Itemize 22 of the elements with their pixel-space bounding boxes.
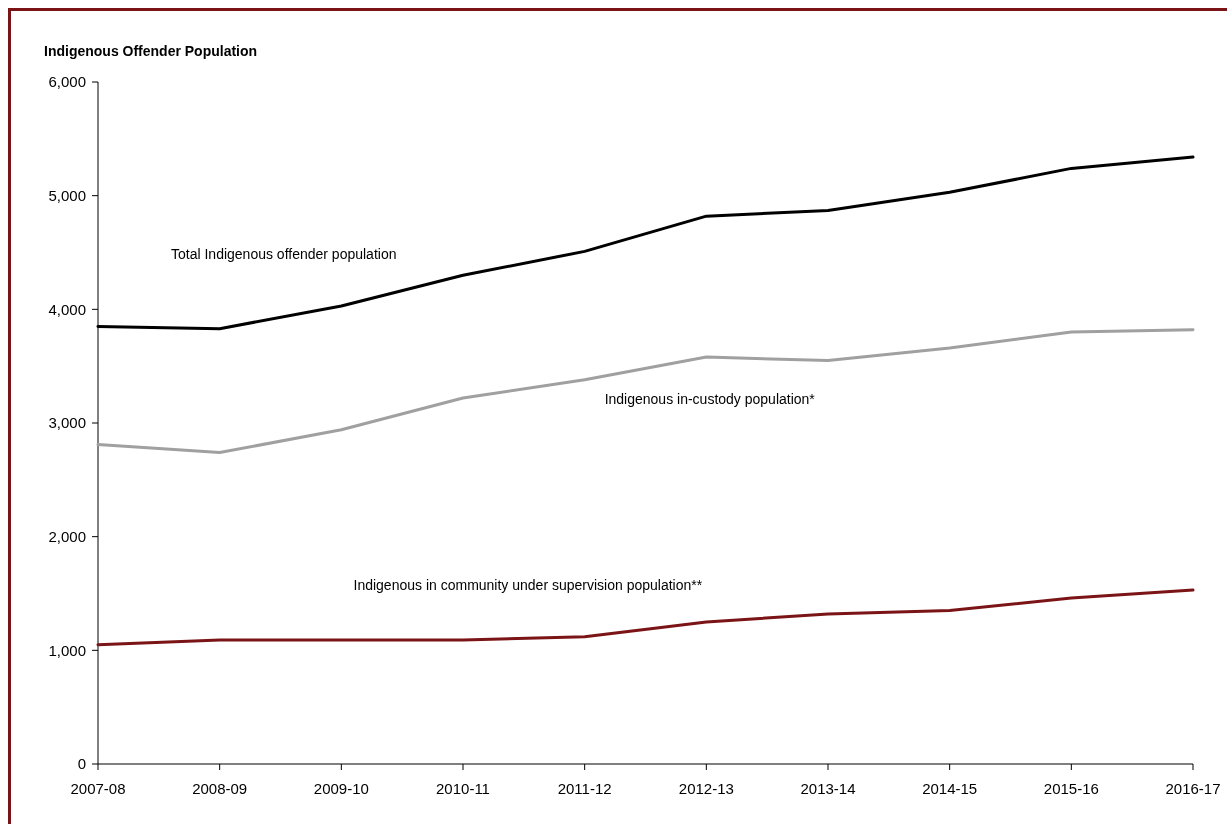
x-tick-label: 2008-09	[192, 780, 248, 797]
x-tick-label: 2007-08	[70, 780, 126, 797]
y-tick-label: 4,000	[48, 300, 86, 318]
y-tick-label: 2,000	[48, 527, 86, 545]
y-tick-label: 0	[77, 755, 86, 773]
y-tick-label: 1,000	[48, 641, 86, 659]
x-tick-label: 2013-14	[800, 780, 856, 797]
x-tick-label: 2015-16	[1043, 780, 1099, 797]
series-label: Indigenous in-custody population*	[604, 390, 816, 407]
x-tick-label: 2009-10	[313, 780, 369, 797]
x-tick-label: 2012-13	[678, 780, 734, 797]
line-series	[96, 328, 1195, 455]
x-tick-label: 2014-15	[922, 780, 978, 797]
text: Indigenous in community under supervision population**	[353, 577, 703, 594]
x-tick-label: 2010-11	[436, 780, 490, 797]
y-tick-label: 5,000	[48, 186, 86, 204]
chart-title: Indigenous Offender Population	[44, 43, 258, 59]
y-tick-label: 6,000	[48, 73, 86, 91]
x-tick-label: 2016-17	[1165, 780, 1221, 797]
text: Total Indigenous offender population	[171, 245, 397, 262]
x-tick-label: 2011-12	[557, 780, 612, 797]
y-tick-label: 3,000	[48, 414, 86, 432]
